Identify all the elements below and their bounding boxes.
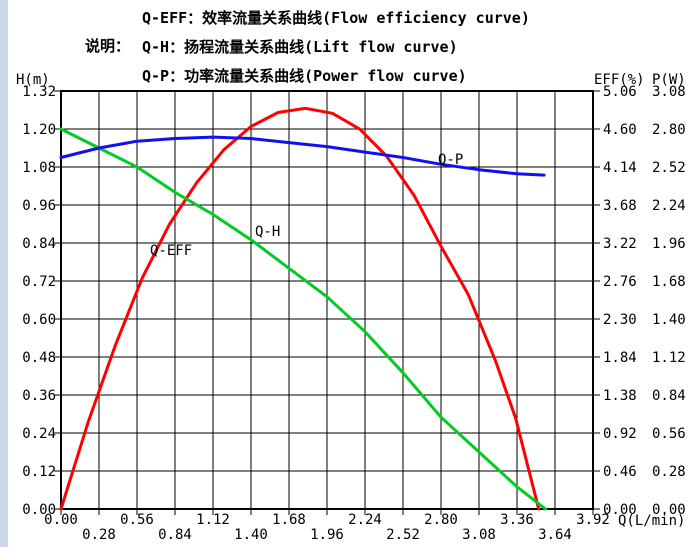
eff-axis-tick: 3.68 [603, 198, 637, 214]
left-axis-tick: 1.32 [22, 84, 56, 100]
legend-prefix: 说明： [85, 37, 131, 55]
x-axis-tick: 1.40 [234, 527, 268, 543]
left-axis-tick: 0.60 [22, 312, 56, 328]
left-axis-tick: 1.20 [22, 122, 56, 138]
left-axis-tick: 0.36 [22, 388, 56, 404]
eff-axis-tick: 0.92 [603, 426, 637, 442]
eff-axis-tick: 4.60 [603, 122, 637, 138]
left-axis-tick: 0.48 [22, 350, 56, 366]
eff-axis-tick: 0.00 [603, 502, 637, 518]
left-axis-tick: 0.84 [22, 236, 56, 252]
p-axis-tick: 0.28 [652, 464, 686, 480]
q-p-curve-label: Q-P [438, 152, 464, 168]
left-axis-tick: 0.12 [22, 464, 56, 480]
eff-axis-tick: 2.30 [603, 312, 637, 328]
x-axis-tick: 0.56 [120, 512, 154, 528]
p-axis-tick: 0.00 [652, 502, 686, 518]
p-axis-tick: 1.96 [652, 236, 686, 252]
left-axis-tick: 0.24 [22, 426, 56, 442]
p-axis-tick: 2.80 [652, 122, 686, 138]
x-axis-tick: 1.68 [272, 512, 306, 528]
p-axis-tick: 2.24 [652, 198, 686, 214]
eff-axis-tick: 4.14 [603, 160, 637, 176]
p-axis-tick: 2.52 [652, 160, 686, 176]
curve-q-eff [59, 106, 541, 511]
p-axis-title: P(W) [652, 72, 686, 88]
eff-axis-tick: 5.06 [603, 84, 637, 100]
p-axis-tick: 1.40 [652, 312, 686, 328]
left-edge-strip [0, 0, 8, 547]
legend-line-q-p: Q-P：功率流量关系曲线(Power flow curve) [142, 67, 467, 85]
left-axis-tick: 0.72 [22, 274, 56, 290]
legend-line-q-eff: Q-EFF：效率流量关系曲线(Flow efficiency curve) [142, 9, 530, 27]
q-eff-curve-label: Q-EFF [150, 243, 193, 259]
eff-axis-tick: 3.22 [603, 236, 637, 252]
x-axis-tick: 3.64 [538, 527, 572, 543]
eff-axis-tick: 0.46 [603, 464, 637, 480]
x-axis-tick: 3.92 [576, 512, 610, 528]
x-axis-tick: 3.36 [500, 512, 534, 528]
x-axis-tick: 0.84 [158, 527, 192, 543]
x-axis-tick: 2.80 [424, 512, 458, 528]
eff-axis-tick: 1.38 [603, 388, 637, 404]
eff-axis-tick: 2.76 [603, 274, 637, 290]
x-axis-tick: 2.52 [386, 527, 420, 543]
p-axis-tick: 3.08 [652, 84, 686, 100]
p-axis-tick: 0.84 [652, 388, 686, 404]
left-axis-title: H(m) [16, 72, 50, 88]
p-axis-tick: 0.56 [652, 426, 686, 442]
eff-axis-tick: 1.84 [603, 350, 637, 366]
curve-q-p [59, 135, 546, 177]
left-axis-tick: 1.08 [22, 160, 56, 176]
x-axis-tick: 2.24 [348, 512, 382, 528]
p-axis-tick: 1.12 [652, 350, 686, 366]
left-axis-tick: 0.96 [22, 198, 56, 214]
q-h-curve-label: Q-H [255, 224, 281, 240]
legend-line-q-h: Q-H：扬程流量关系曲线(Lift flow curve) [142, 38, 458, 56]
x-axis-tick: 0.28 [82, 527, 116, 543]
p-axis-tick: 1.68 [652, 274, 686, 290]
eff-axis-title: EFF(%) [594, 72, 645, 88]
x-axis-tick: 0.00 [44, 512, 78, 528]
x-axis-tick: 3.08 [462, 527, 496, 543]
x-axis-tick: 1.12 [196, 512, 230, 528]
x-axis-title: Q(L/min) [618, 513, 686, 529]
x-axis-tick: 1.96 [310, 527, 344, 543]
curve-q-h [59, 127, 547, 511]
left-axis-tick: 0.00 [22, 502, 56, 518]
